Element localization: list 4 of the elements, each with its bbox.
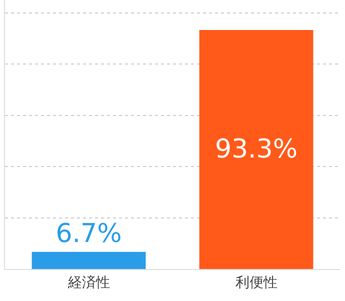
data-label: 6.7% (56, 218, 122, 249)
x-tick-label: 利便性 (235, 274, 278, 291)
x-tick-label: 経済性 (66, 274, 110, 291)
data-label: 93.3% (214, 134, 298, 164)
